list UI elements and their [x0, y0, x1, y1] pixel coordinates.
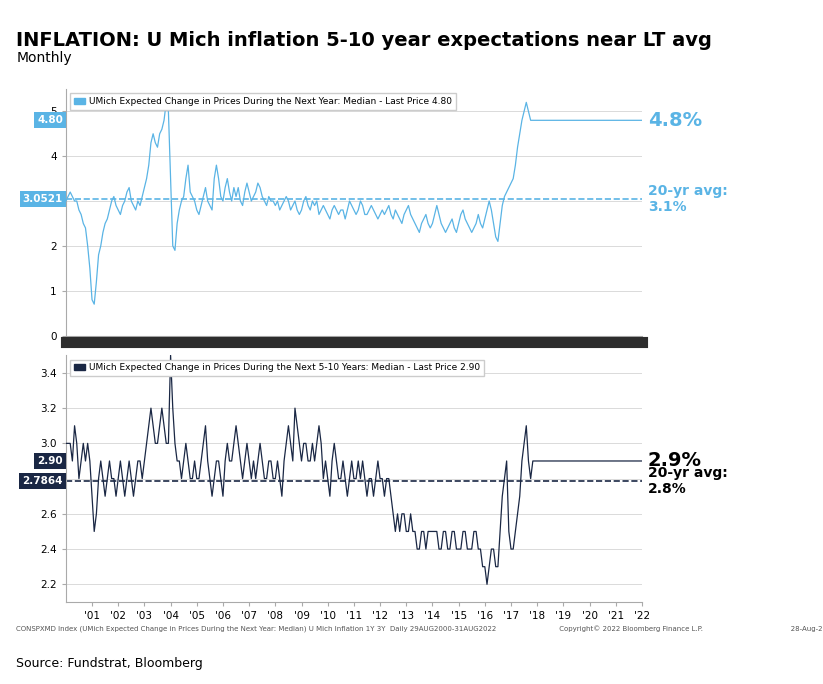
Text: Source: Fundstrat, Bloomberg: Source: Fundstrat, Bloomberg	[16, 657, 203, 670]
Text: Monthly: Monthly	[16, 51, 72, 65]
Legend: UMich Expected Change in Prices During the Next Year: Median - Last Price 4.80: UMich Expected Change in Prices During t…	[70, 94, 456, 109]
Text: 20-yr avg:
2.8%: 20-yr avg: 2.8%	[648, 466, 728, 496]
Text: 4.80: 4.80	[37, 116, 63, 125]
Text: 3.0521: 3.0521	[23, 194, 63, 204]
Text: CONSPXMD Index (UMich Expected Change in Prices During the Next Year: Median) U : CONSPXMD Index (UMich Expected Change in…	[16, 626, 823, 633]
Text: INFLATION: U Mich inflation 5-10 year expectations near LT avg: INFLATION: U Mich inflation 5-10 year ex…	[16, 31, 713, 50]
Text: 2.90: 2.90	[37, 456, 63, 466]
Legend: UMich Expected Change in Prices During the Next 5-10 Years: Median - Last Price : UMich Expected Change in Prices During t…	[70, 360, 484, 376]
Text: 2.9%: 2.9%	[648, 451, 702, 471]
Text: 20-yr avg:
3.1%: 20-yr avg: 3.1%	[648, 183, 728, 214]
Text: 2.7864: 2.7864	[22, 476, 63, 486]
Text: 4.8%: 4.8%	[648, 111, 702, 130]
